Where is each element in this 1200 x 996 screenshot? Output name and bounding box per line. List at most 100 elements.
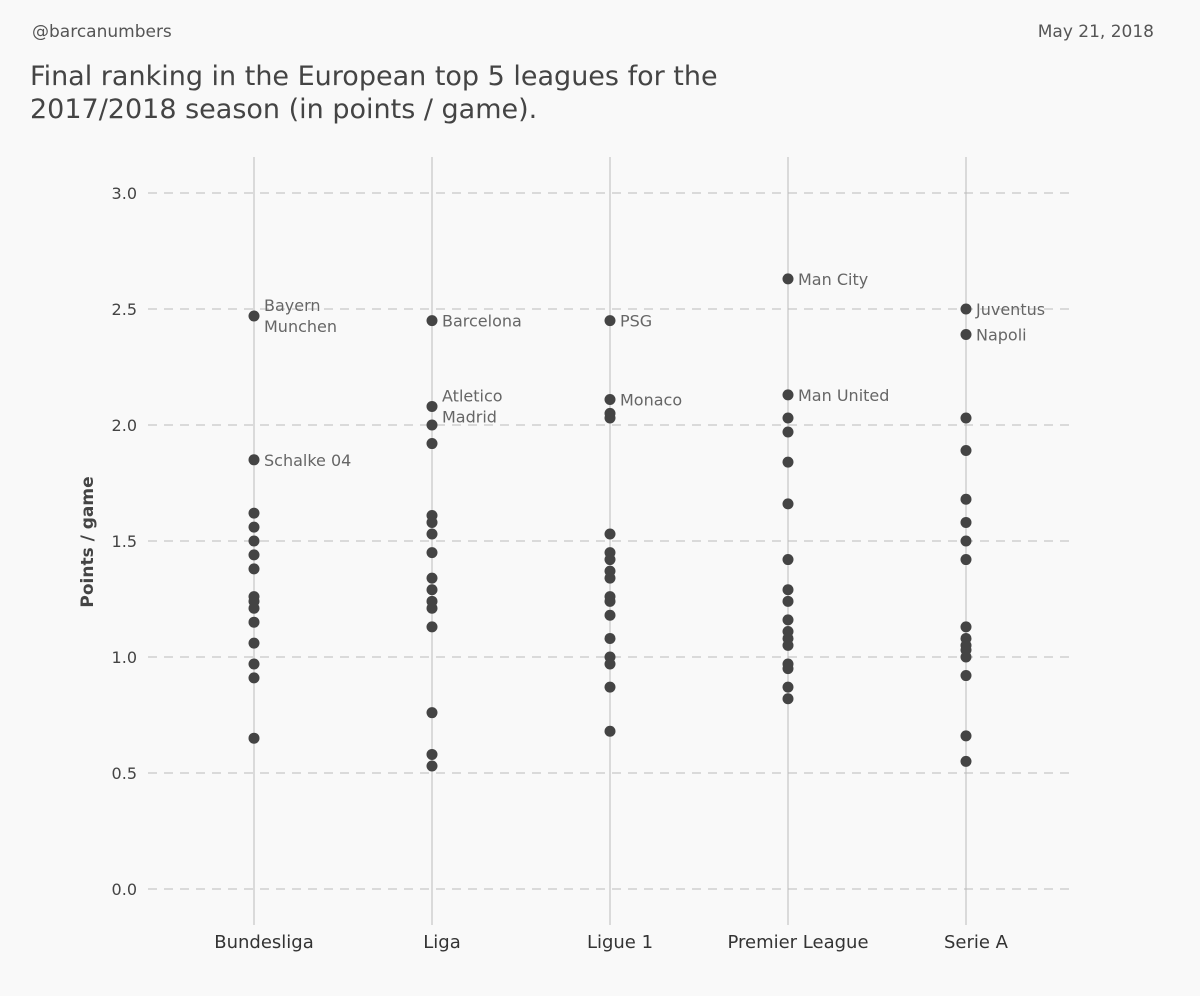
team-label: Munchen [264, 317, 337, 336]
data-point [782, 498, 794, 510]
data-point [426, 760, 438, 772]
data-point [604, 315, 616, 327]
data-point [248, 563, 260, 575]
data-point [426, 438, 438, 450]
grid-lines [148, 192, 1075, 890]
data-point [782, 426, 794, 438]
data-point [960, 516, 972, 528]
team-label: Napoli [976, 326, 1027, 345]
data-point [782, 584, 794, 596]
y-tick-label: 2.5 [112, 300, 137, 319]
data-point [604, 528, 616, 540]
data-point [248, 507, 260, 519]
data-point [426, 528, 438, 540]
data-point [604, 572, 616, 584]
y-tick-label: 0.0 [112, 880, 137, 899]
data-point [248, 521, 260, 533]
data-point [426, 584, 438, 596]
team-label: Schalke 04 [264, 451, 351, 470]
data-point [960, 670, 972, 682]
data-point [248, 549, 260, 561]
data-point [426, 400, 438, 412]
team-label: Man City [798, 270, 868, 289]
team-label: Bayern [264, 296, 321, 315]
data-point [782, 554, 794, 566]
x-category-label: Serie A [944, 932, 1009, 953]
data-point [426, 516, 438, 528]
data-point [426, 707, 438, 719]
data-point [604, 658, 616, 670]
data-point [604, 725, 616, 737]
team-label: PSG [620, 312, 652, 331]
data-point [960, 493, 972, 505]
data-point [248, 602, 260, 614]
y-tick-label: 2.0 [112, 416, 137, 435]
data-point [604, 554, 616, 566]
data-point [426, 419, 438, 431]
data-point [248, 658, 260, 670]
data-point [248, 637, 260, 649]
data-point [960, 445, 972, 457]
data-point [604, 681, 616, 693]
data-point [960, 651, 972, 663]
data-point [248, 732, 260, 744]
data-point [426, 748, 438, 760]
data-point [248, 310, 260, 322]
data-point [960, 554, 972, 566]
y-tick-label: 1.0 [112, 648, 137, 667]
data-point [782, 663, 794, 675]
data-point [782, 389, 794, 401]
x-category-label: Bundesliga [214, 932, 314, 953]
team-label: Madrid [442, 407, 497, 426]
y-tick-label: 3.0 [112, 184, 137, 203]
data-point [604, 632, 616, 644]
data-point [248, 672, 260, 684]
data-point [960, 535, 972, 547]
data-point [782, 412, 794, 424]
data-points [248, 273, 972, 772]
data-point [248, 535, 260, 547]
data-point [604, 609, 616, 621]
data-point [960, 621, 972, 633]
chart-title: Final ranking in the European top 5 leag… [30, 61, 718, 125]
team-label: Man United [798, 386, 889, 405]
data-point [960, 303, 972, 315]
data-point [782, 681, 794, 693]
publish-date: May 21, 2018 [1037, 22, 1154, 42]
y-tick-labels: 0.0 0.5 1.0 1.5 2.0 2.5 3.0 [112, 184, 137, 899]
x-category-label: Liga [423, 932, 461, 953]
data-point [248, 454, 260, 466]
y-axis-label: Points / game [78, 476, 98, 607]
data-point [782, 693, 794, 705]
data-point [604, 412, 616, 424]
team-annotations: Bayern Munchen Schalke 04 Barcelona Atletico… [264, 270, 1045, 470]
data-point [960, 755, 972, 767]
y-tick-label: 1.5 [112, 532, 137, 551]
data-point [782, 595, 794, 607]
data-point [782, 456, 794, 468]
data-point [248, 616, 260, 628]
author-handle: @barcanumbers [32, 22, 172, 42]
data-point [782, 639, 794, 651]
team-label: Monaco [620, 390, 682, 409]
x-category-label: Premier League [727, 932, 868, 953]
x-category-label: Ligue 1 [587, 932, 653, 953]
data-point [782, 273, 794, 285]
data-point [426, 621, 438, 633]
data-point [960, 412, 972, 424]
team-label: Barcelona [442, 312, 522, 331]
data-point [604, 595, 616, 607]
data-point [426, 602, 438, 614]
team-label: Atletico [442, 386, 503, 405]
data-point [426, 572, 438, 584]
team-label: Juventus [975, 300, 1045, 319]
data-point [426, 315, 438, 327]
y-tick-label: 0.5 [112, 764, 137, 783]
x-category-labels: Bundesliga Liga Ligue 1 Premier League Serie… [214, 932, 1008, 953]
data-point [604, 393, 616, 405]
data-point [960, 730, 972, 742]
data-point [426, 547, 438, 559]
data-point [960, 329, 972, 341]
data-point [782, 614, 794, 626]
